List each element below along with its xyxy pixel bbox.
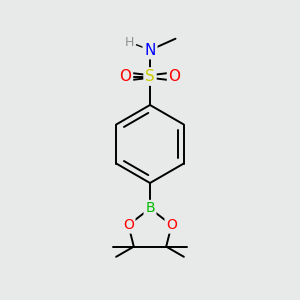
Text: S: S <box>145 69 155 84</box>
Text: O: O <box>169 69 181 84</box>
Text: O: O <box>119 69 131 84</box>
Text: O: O <box>123 218 134 232</box>
Text: N: N <box>144 43 156 58</box>
Text: B: B <box>145 202 155 215</box>
Text: H: H <box>125 36 134 49</box>
Text: O: O <box>166 218 177 232</box>
